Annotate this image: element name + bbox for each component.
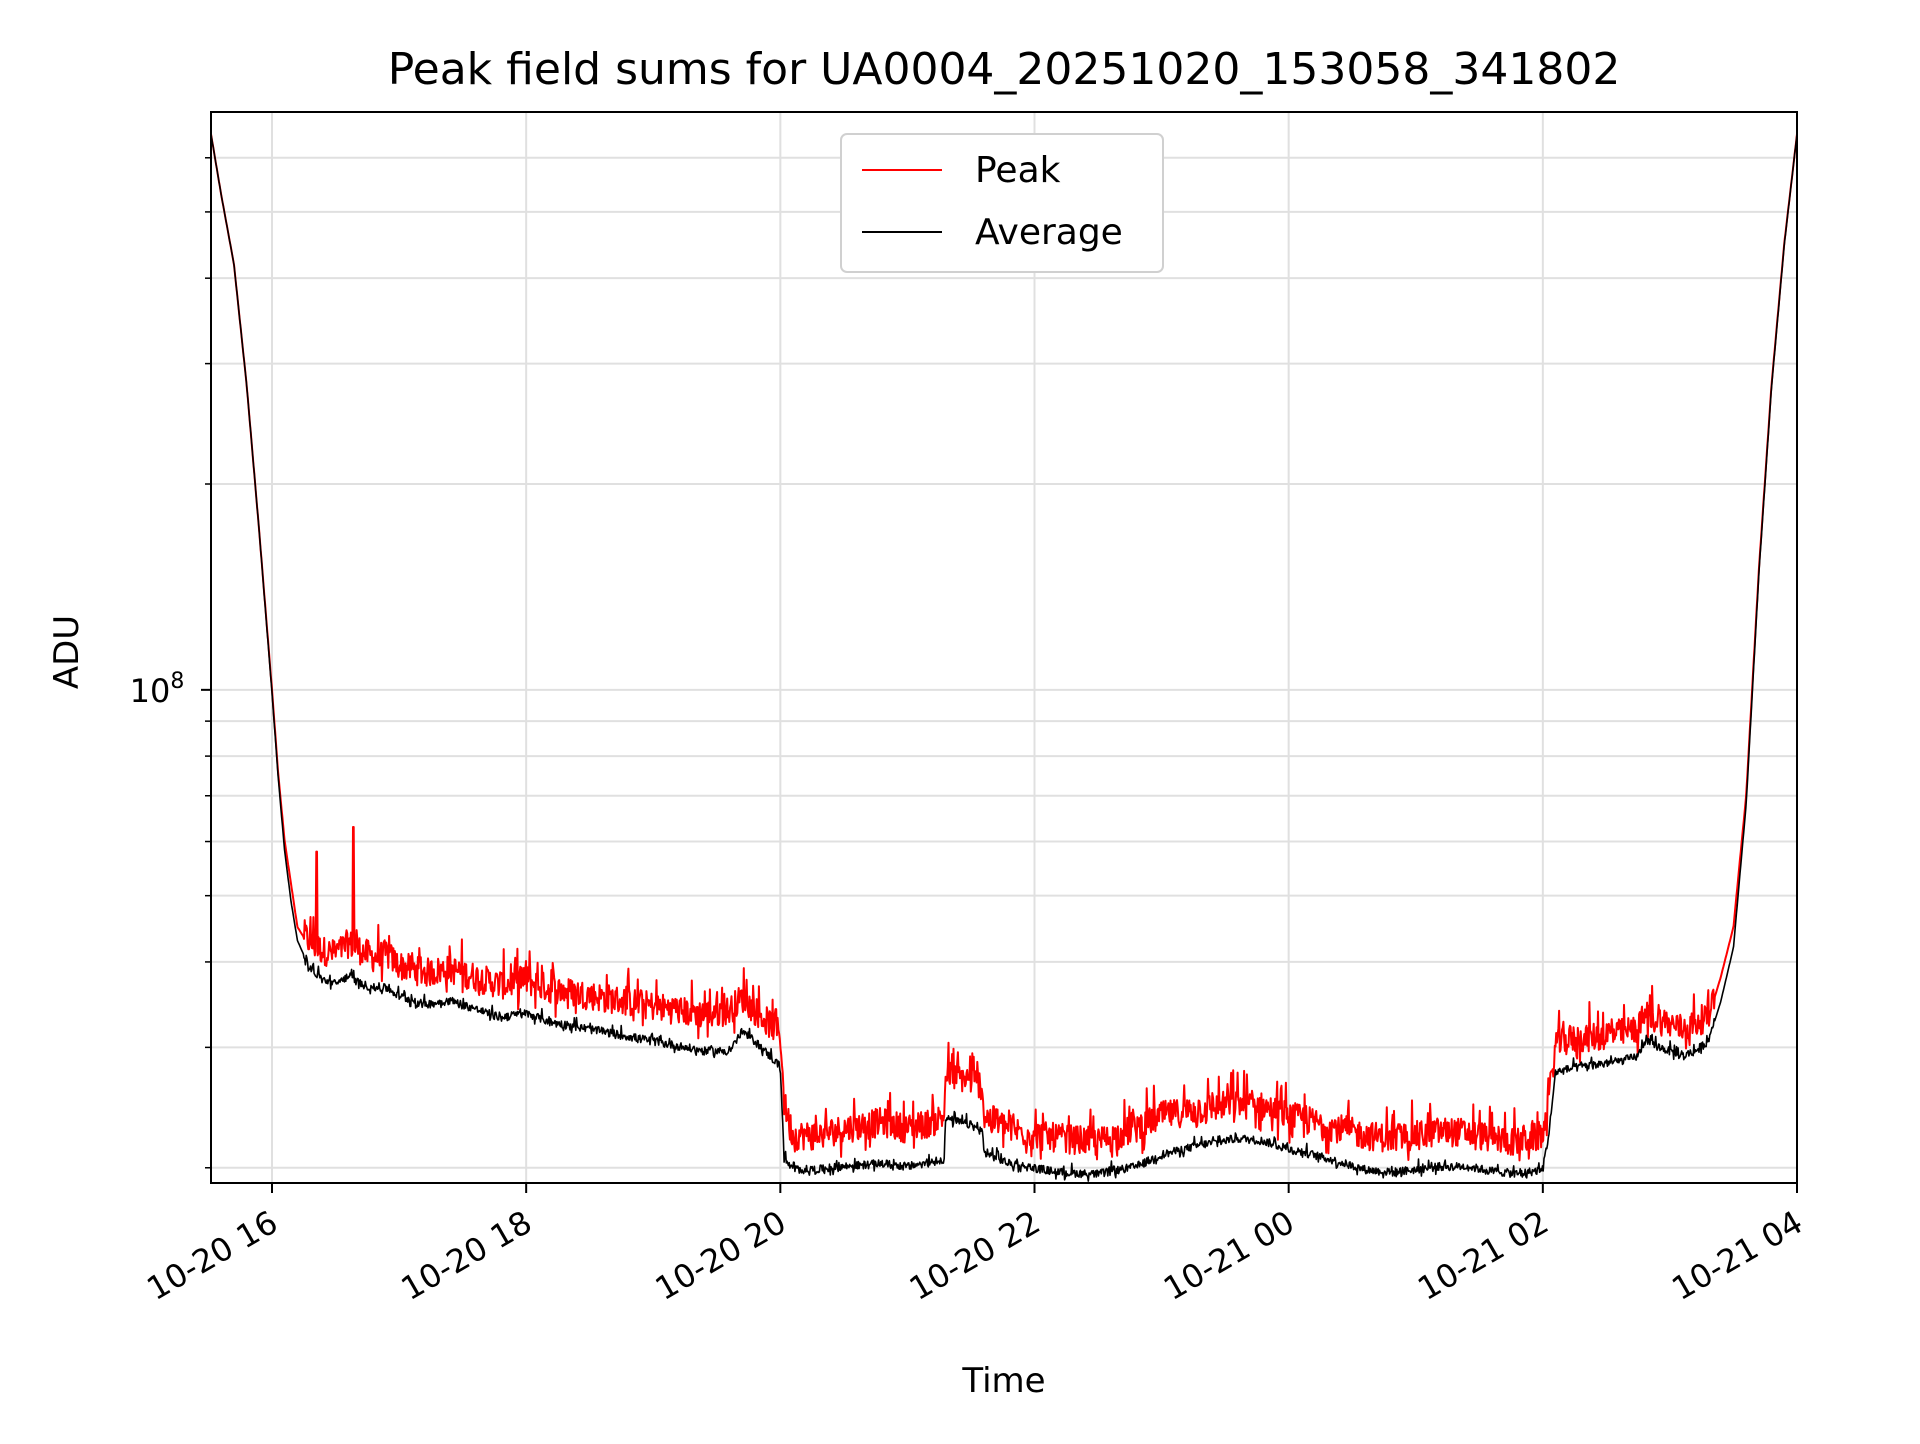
x-tick-label: 10-21 02: [1411, 1203, 1555, 1308]
legend-label-average: Average: [975, 212, 1123, 253]
axes-frame: [210, 111, 1798, 1184]
x-tick-label: 10-20 18: [395, 1203, 539, 1308]
x-ticks: 10-20 16 10-20 18 10-20 20 10-20 22 10-21 00…: [140, 1183, 1809, 1308]
chart-title: Peak field sums for UA0004_20251020_1530…: [388, 44, 1621, 95]
grid: [211, 112, 1798, 1183]
x-tick-label: 10-20 22: [903, 1203, 1047, 1308]
legend-box: [840, 133, 1164, 273]
x-tick-label: 10-20 16: [140, 1203, 284, 1308]
y-tick-label: 108: [130, 669, 185, 710]
legend-label-peak: Peak: [975, 150, 1061, 191]
y-ticks: 108: [130, 157, 211, 1169]
x-tick-label: 10-20 20: [649, 1203, 793, 1308]
x-tick-label: 10-21 00: [1157, 1203, 1301, 1308]
x-axis-label: Time: [961, 1361, 1045, 1401]
series-line-average: [211, 133, 1797, 1182]
y-axis-label: ADU: [47, 615, 87, 689]
x-tick-label: 10-21 04: [1665, 1203, 1809, 1308]
plot-area: [211, 133, 1797, 1182]
legend: Peak Average: [840, 133, 1164, 273]
series-line-peak: [211, 133, 1797, 1162]
